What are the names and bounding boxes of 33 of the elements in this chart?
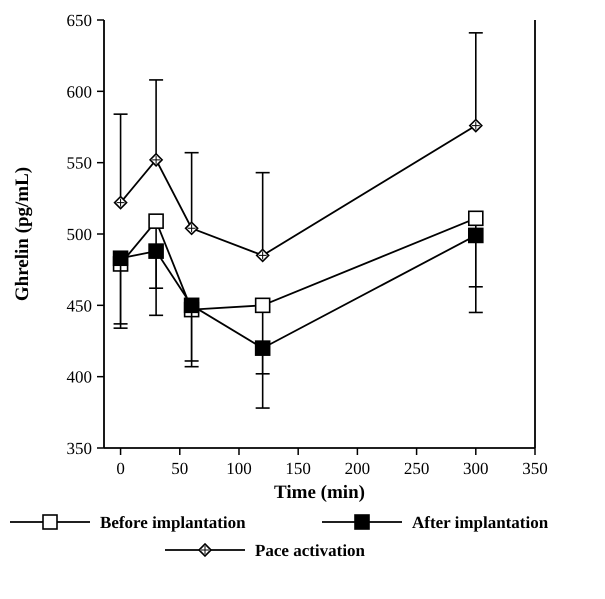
point (149, 153, 163, 167)
point (112, 250, 128, 266)
legend-label: Before implantation (100, 513, 246, 532)
y-tick-label: 650 (66, 11, 92, 30)
y-tick-label: 500 (66, 225, 92, 244)
point (254, 298, 270, 314)
point (256, 248, 270, 262)
x-tick-label: 300 (463, 459, 489, 478)
point (184, 298, 200, 314)
y-tick-label: 400 (66, 368, 92, 387)
x-tick-label: 150 (285, 459, 311, 478)
x-tick-label: 250 (404, 459, 430, 478)
point (468, 228, 484, 244)
point (468, 210, 484, 226)
x-tick-label: 200 (344, 459, 370, 478)
point (148, 243, 164, 259)
point (114, 196, 128, 210)
y-tick-label: 450 (66, 296, 92, 316)
legend-label: After implantation (412, 513, 549, 532)
legend-label: Pace activation (255, 541, 366, 560)
y-tick-label: 350 (66, 439, 92, 458)
y-tick-label: 550 (66, 154, 92, 173)
point (468, 118, 483, 132)
point (184, 221, 198, 236)
y-tick-label: 600 (66, 82, 92, 102)
y-axis-title: Ghrelin (pg/mL) (12, 166, 33, 302)
x-tick-label: 100 (226, 459, 252, 478)
x-tick-label: 0 (116, 459, 125, 478)
x-axis-title: Time (min) (274, 482, 365, 503)
x-tick-label: 350 (522, 459, 548, 478)
x-tick-label: 50 (171, 459, 188, 478)
point (148, 213, 164, 229)
point (254, 340, 270, 356)
